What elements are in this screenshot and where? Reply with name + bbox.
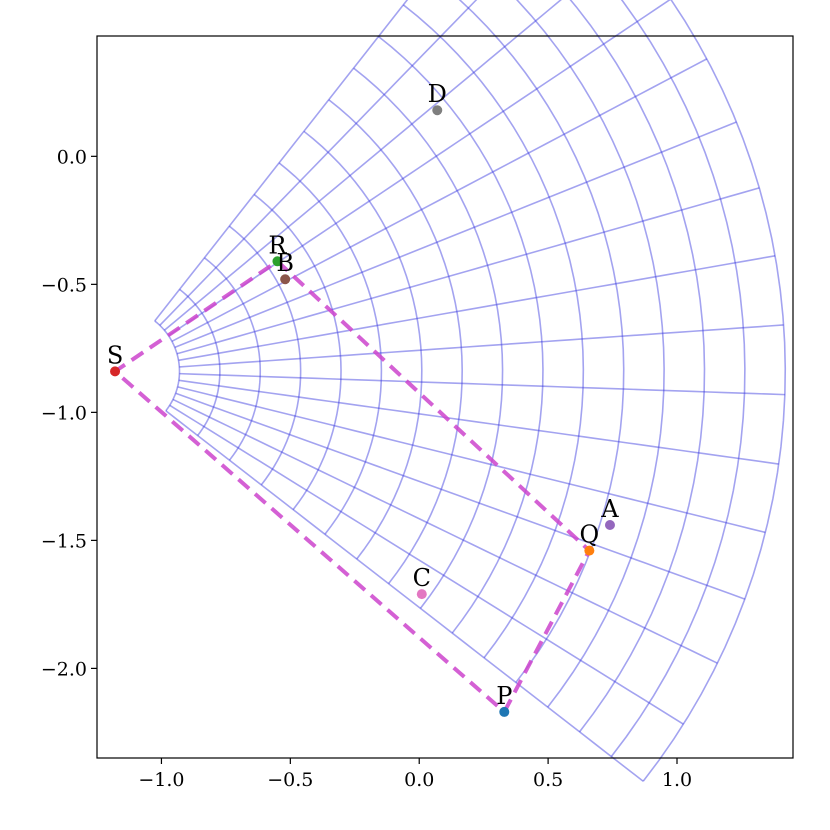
- point-a: [604, 520, 615, 531]
- mesh-arc: [402, 4, 585, 659]
- mesh-arc: [278, 162, 383, 535]
- mesh-ray: [172, 398, 718, 664]
- mesh-ray: [178, 255, 776, 362]
- x-tick-label: 1.0: [662, 769, 692, 791]
- point-label-r: R: [268, 231, 287, 259]
- mesh-grid: [154, 0, 787, 782]
- mesh-arc: [569, 0, 706, 733]
- point-d: [432, 105, 443, 116]
- point-label-p: P: [496, 682, 512, 710]
- point-label-a: A: [600, 495, 619, 523]
- mesh-ray: [159, 0, 478, 326]
- mesh-arc: [610, 0, 746, 758]
- x-tick-label: 0.0: [404, 769, 434, 791]
- y-tick-label: −2.0: [41, 658, 87, 680]
- mesh-ray: [179, 372, 785, 396]
- x-tick-label: −0.5: [267, 769, 313, 791]
- mesh-arc: [353, 67, 504, 609]
- mesh-ray: [177, 386, 766, 534]
- mesh-arc: [458, 0, 625, 683]
- point-label-s: S: [107, 341, 123, 369]
- axes-frame: [96, 35, 794, 759]
- x-tick-label: −1.0: [138, 769, 184, 791]
- mesh-arc: [154, 320, 181, 412]
- point-label-b: B: [276, 249, 294, 277]
- y-tick-label: −1.5: [41, 530, 87, 552]
- point-label-d: D: [428, 80, 447, 108]
- mesh-ray: [154, 0, 409, 322]
- mesh-ray: [178, 379, 779, 465]
- mesh-arc: [303, 130, 423, 560]
- mesh-arc: [516, 0, 665, 708]
- points: [110, 105, 615, 717]
- mesh-arc: [179, 288, 221, 436]
- mesh-arc: [642, 0, 787, 782]
- point-label-q: Q: [580, 521, 600, 549]
- point-labels: A B C D P Q R S: [107, 80, 619, 710]
- mesh-arc: [328, 99, 463, 585]
- point-s: [110, 366, 121, 377]
- mesh-arc: [253, 193, 342, 511]
- point-p: [499, 706, 510, 717]
- mesh-ray: [179, 324, 784, 368]
- mesh-ray: [163, 0, 562, 331]
- y-tick-label: 0.0: [57, 146, 87, 168]
- mesh-arc: [377, 35, 544, 634]
- y-axis: 0.0 −0.5 −1.0 −1.5 −2.0: [41, 146, 97, 680]
- point-c: [416, 589, 427, 600]
- mesh-arc: [228, 225, 302, 486]
- x-tick-label: 0.5: [533, 769, 563, 791]
- y-tick-label: −0.5: [41, 274, 87, 296]
- point-b: [280, 274, 291, 285]
- mesh-ray: [175, 392, 746, 600]
- y-tick-label: −1.0: [41, 402, 87, 424]
- mesh-ray: [174, 121, 737, 349]
- mesh-arc: [203, 257, 262, 461]
- mesh-ray: [176, 187, 760, 355]
- mesh-ray: [165, 410, 644, 782]
- mesh-ray: [169, 404, 684, 725]
- x-axis: −1.0 −0.5 0.0 0.5 1.0: [138, 758, 692, 791]
- point-r: [272, 256, 283, 267]
- mesh-ray: [171, 58, 708, 343]
- point-label-c: C: [413, 564, 431, 592]
- point-q: [584, 545, 595, 556]
